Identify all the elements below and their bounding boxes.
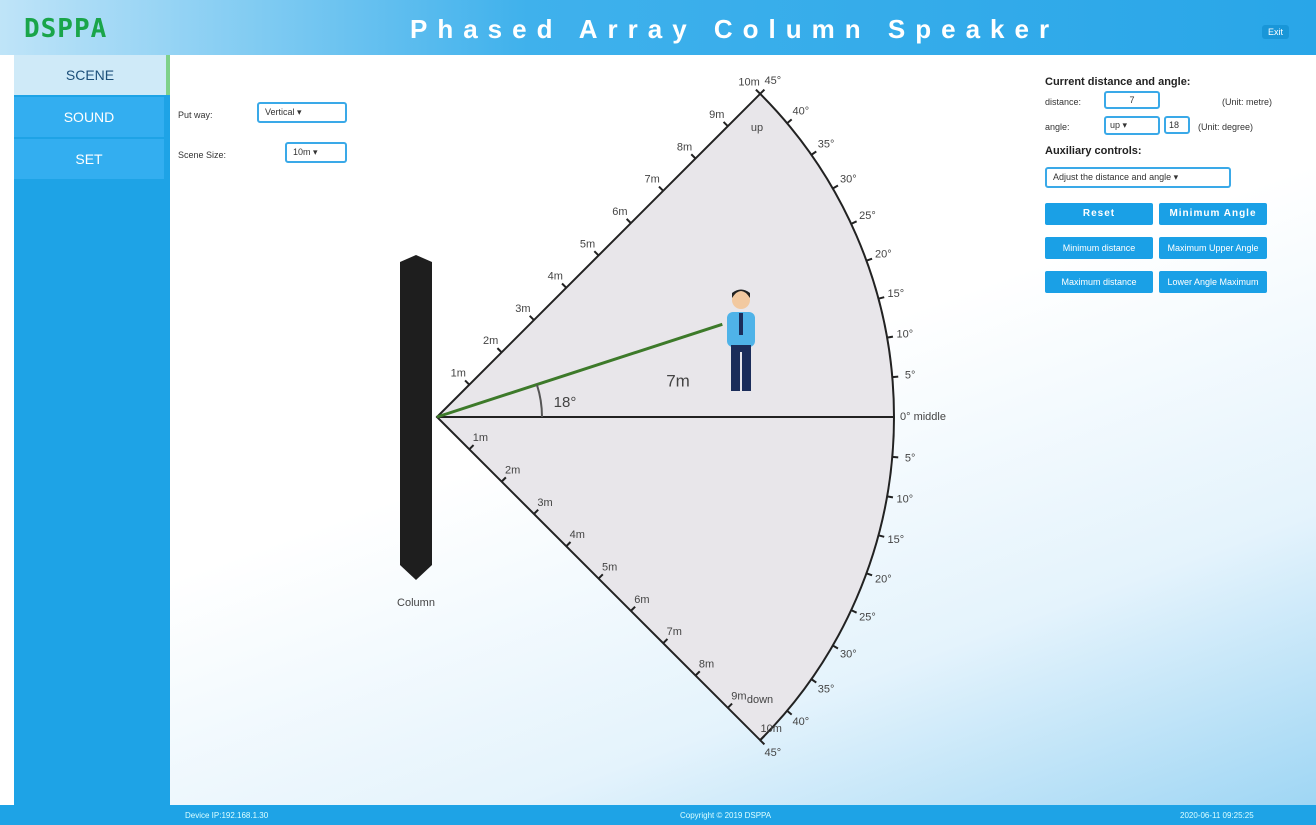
distance-unit: (Unit: metre) xyxy=(1222,97,1272,107)
angle-label: 10° xyxy=(896,328,913,340)
angle-label: 20° xyxy=(875,248,892,260)
distance-label: 10m xyxy=(760,723,781,735)
action-button[interactable]: Maximum Upper Angle xyxy=(1159,237,1267,259)
aux-title: Auxiliary controls: xyxy=(1045,145,1142,157)
person-tie xyxy=(739,313,743,335)
angle-value-label: 18° xyxy=(554,394,577,411)
select-value: Adjust the distance and angle xyxy=(1053,172,1171,182)
action-button[interactable]: Minimum Angle xyxy=(1159,203,1267,225)
column-speaker xyxy=(400,255,432,580)
angle-label: 40° xyxy=(793,716,810,728)
angle-label: 45° xyxy=(765,747,782,759)
angle-tick xyxy=(887,496,893,497)
distance-label: 9m xyxy=(731,691,746,703)
angle-tick xyxy=(787,711,792,715)
angle-label: 5° xyxy=(905,370,916,382)
angle-label: 25° xyxy=(859,210,876,222)
angle-label: 35° xyxy=(818,683,835,695)
angle-tick xyxy=(878,535,884,537)
angle-label: 15° xyxy=(887,534,904,546)
angle-tick xyxy=(833,646,838,649)
angle-tick xyxy=(851,221,856,224)
angle-tick xyxy=(878,297,884,299)
distance-label: 3m xyxy=(515,303,530,315)
angle-label: 30° xyxy=(840,173,857,185)
up-label: up xyxy=(751,122,763,134)
distance-value-label: 7m xyxy=(666,371,690,390)
distance-label: 1m xyxy=(473,432,488,444)
action-button[interactable]: Lower Angle Maximum xyxy=(1159,271,1267,293)
angle-label: 35° xyxy=(818,138,835,150)
angle-tick xyxy=(866,573,872,575)
distance-label: 7m xyxy=(645,174,660,186)
angle-label: 20° xyxy=(875,573,892,585)
distance-label: 6m xyxy=(612,206,627,218)
angle-tick xyxy=(787,119,792,123)
distance-label: 6m xyxy=(634,594,649,606)
angle-tick xyxy=(887,337,893,338)
angle-label: angle: xyxy=(1045,122,1070,132)
action-button[interactable]: Maximum distance xyxy=(1045,271,1153,293)
action-button[interactable]: Minimum distance xyxy=(1045,237,1153,259)
distance-tick xyxy=(659,187,663,191)
distance-input[interactable]: 7 xyxy=(1104,91,1160,109)
distance-label: 8m xyxy=(677,141,692,153)
down-label: down xyxy=(747,694,773,706)
angle-tick xyxy=(811,151,816,154)
distance-label: 9m xyxy=(709,109,724,121)
distance-label: 5m xyxy=(602,561,617,573)
datetime: 2020-06-11 09:25:25 xyxy=(1180,811,1254,820)
distance-label: 3m xyxy=(537,497,552,509)
distance-tick xyxy=(594,251,598,255)
angle-tick xyxy=(866,259,872,261)
distance-label: 2m xyxy=(505,465,520,477)
angle-tick xyxy=(760,90,764,94)
angle-unit: (Unit: degree) xyxy=(1198,122,1253,132)
distance-tick xyxy=(756,90,760,94)
page: DSPPA Phased Array Column Speaker Exit S… xyxy=(0,0,1316,825)
action-button[interactable]: Reset xyxy=(1045,203,1153,225)
distance-label: 4m xyxy=(548,271,563,283)
distance-label: 5m xyxy=(580,238,595,250)
angle-tick xyxy=(892,377,898,378)
angle-tick xyxy=(760,740,764,744)
angle-direction-select[interactable]: up ▾ xyxy=(1104,116,1160,135)
angle-label: 5° xyxy=(905,452,916,464)
distance-tick xyxy=(497,348,501,352)
distance-tick xyxy=(530,316,534,320)
distance-label: 2m xyxy=(483,335,498,347)
device-ip: Device IP:192.168.1.30 xyxy=(185,811,268,820)
angle-label: 25° xyxy=(859,612,876,624)
angle-tick xyxy=(811,679,816,682)
distance-tick xyxy=(465,380,469,384)
copyright: Copyright © 2019 DSPPA xyxy=(680,811,771,820)
distance-label: 10m xyxy=(738,77,759,89)
distance-label: 4m xyxy=(570,529,585,541)
footer: Device IP:192.168.1.30 Copyright © 2019 … xyxy=(0,805,1316,825)
angle-tick xyxy=(892,457,898,458)
current-title: Current distance and angle: xyxy=(1045,76,1190,88)
distance-label: 7m xyxy=(667,626,682,638)
angle-tick xyxy=(833,186,838,189)
distance-tick xyxy=(627,219,631,223)
distance-tick xyxy=(724,122,728,126)
angle-label: 40° xyxy=(793,106,810,118)
angle-label: 30° xyxy=(840,648,857,660)
aux-select[interactable]: Adjust the distance and angle ▾ xyxy=(1045,167,1231,188)
angle-tick xyxy=(851,610,856,613)
select-value: up xyxy=(1110,120,1120,130)
distance-label: distance: xyxy=(1045,97,1081,107)
distance-tick xyxy=(691,154,695,158)
angle-label: 10° xyxy=(896,493,913,505)
distance-tick xyxy=(562,283,566,287)
middle-label: 0° middle xyxy=(900,411,946,423)
column-label: Column xyxy=(397,597,435,609)
distance-label: 1m xyxy=(451,368,466,380)
angle-label: 45° xyxy=(765,75,782,87)
angle-label: 15° xyxy=(887,288,904,300)
angle-input[interactable]: 18 xyxy=(1164,116,1190,134)
distance-label: 8m xyxy=(699,658,714,670)
